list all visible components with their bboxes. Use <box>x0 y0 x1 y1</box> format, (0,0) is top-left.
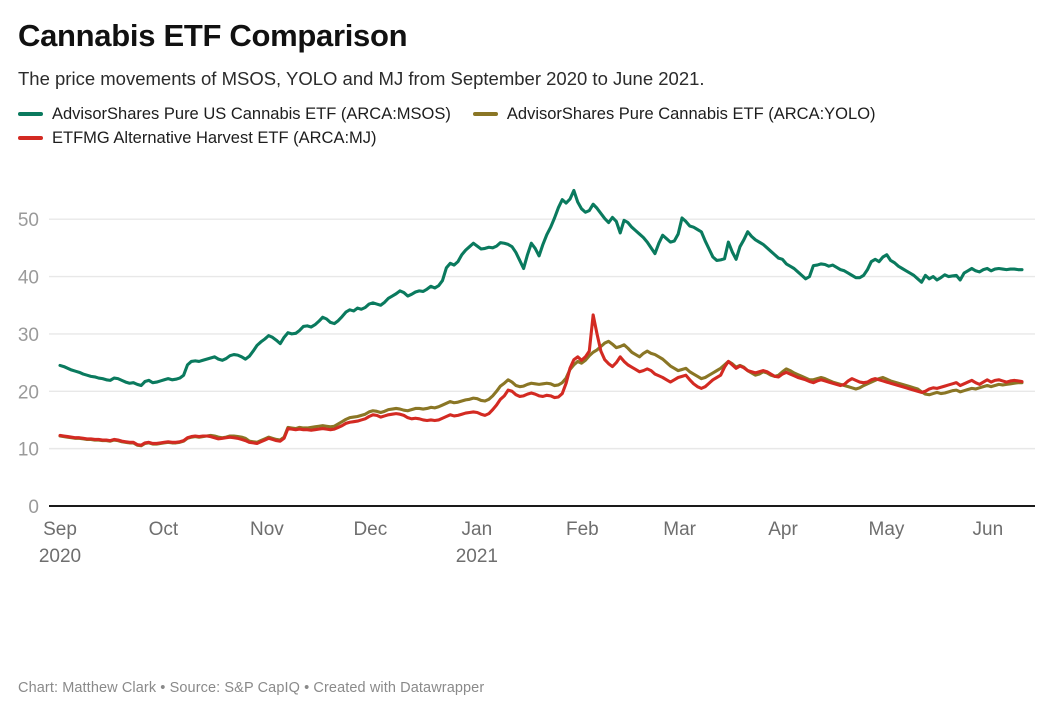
series-line-msos[interactable] <box>58 188 1024 387</box>
x-axis-tick-label: Mar <box>663 519 696 540</box>
legend-label-yolo: AdvisorShares Pure Cannabis ETF (ARCA:YO… <box>506 104 876 123</box>
x-axis-tick-label: Sep <box>43 519 77 540</box>
legend-item-msos[interactable]: AdvisorShares Pure US Cannabis ETF (ARCA… <box>18 105 451 124</box>
x-axis-year-label: 2020 <box>39 546 81 567</box>
y-axis-tick-label: 10 <box>18 439 39 460</box>
y-axis-tick-label: 0 <box>28 497 39 518</box>
legend-swatch-msos <box>18 112 43 117</box>
x-axis-year-label: 2021 <box>456 546 498 567</box>
y-axis-tick-label: 40 <box>18 267 39 288</box>
x-axis-tick-label: Jun <box>973 519 1004 540</box>
x-axis-tick-label: Dec <box>353 519 387 540</box>
legend-item-yolo[interactable]: AdvisorShares Pure Cannabis ETF (ARCA:YO… <box>472 104 876 124</box>
legend-swatch-mj <box>18 136 43 141</box>
x-axis-tick-label: Jan <box>462 519 493 540</box>
chart-credit: Chart: Matthew Clark • Source: S&P CapIQ… <box>18 680 485 696</box>
chart-legend: AdvisorShares Pure US Cannabis ETF (ARCA… <box>18 91 1039 153</box>
legend-row-1: AdvisorShares Pure US Cannabis ETF (ARCA… <box>18 105 1039 129</box>
x-axis-tick-label: May <box>869 519 905 540</box>
legend-row-2: ETFMG Alternative Harvest ETF (ARCA:MJ) <box>18 129 1039 153</box>
chart-svg: 0 10 20 30 40 50 Sep 2020 Oct Nov Dec Jan 2021 Feb Mar… <box>18 188 1035 567</box>
series-line-yolo[interactable] <box>58 339 1024 447</box>
line-chart-plot: 0 10 20 30 40 50 Sep 2020 Oct Nov Dec Jan 2021 Feb Mar… <box>18 161 1039 641</box>
legend-item-mj[interactable]: ETFMG Alternative Harvest ETF (ARCA:MJ) <box>18 129 377 148</box>
series-line-mj[interactable] <box>58 313 1024 447</box>
legend-label-mj: ETFMG Alternative Harvest ETF (ARCA:MJ) <box>52 128 377 147</box>
x-axis-tick-label: Nov <box>250 519 284 540</box>
legend-swatch-yolo <box>472 112 498 117</box>
x-axis-tick-label: Apr <box>768 519 798 540</box>
y-axis-tick-label: 20 <box>18 382 39 403</box>
page-title: Cannabis ETF Comparison <box>18 18 408 53</box>
y-axis-tick-label: 50 <box>18 210 39 231</box>
chart-subtitle: The price movements of MSOS, YOLO and MJ… <box>18 67 705 89</box>
legend-label-msos: AdvisorShares Pure US Cannabis ETF (ARCA… <box>52 104 451 123</box>
x-axis-tick-label: Oct <box>149 519 179 540</box>
x-axis-tick-label: Feb <box>566 519 599 540</box>
y-axis-tick-label: 30 <box>18 325 39 346</box>
